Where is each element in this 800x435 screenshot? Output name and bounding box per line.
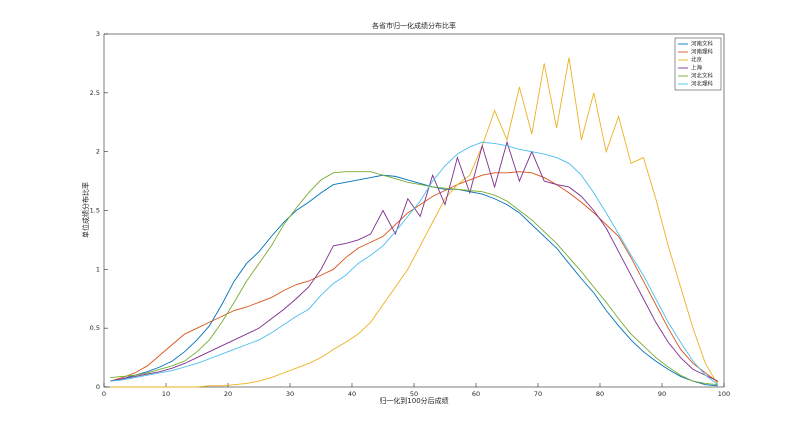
x-tick-label: 0 bbox=[102, 390, 106, 398]
x-tick-label: 30 bbox=[286, 390, 294, 398]
x-tick-label: 50 bbox=[410, 390, 418, 398]
legend-label: 河北文科 bbox=[691, 72, 714, 80]
x-tick-label: 90 bbox=[658, 390, 666, 398]
legend-label: 河北理科 bbox=[691, 80, 714, 88]
legend-label: 上海 bbox=[691, 64, 703, 72]
series-line bbox=[110, 171, 718, 386]
y-tick-label: 2 bbox=[96, 148, 100, 156]
x-tick-label: 60 bbox=[472, 390, 480, 398]
y-tick-label: 0.5 bbox=[90, 324, 100, 332]
x-tick-label: 40 bbox=[348, 390, 356, 398]
x-axis-label: 归一化到100分后成绩 bbox=[379, 396, 448, 405]
series-line bbox=[110, 57, 719, 388]
series-line bbox=[110, 174, 718, 387]
series-line bbox=[110, 141, 719, 386]
series-line bbox=[110, 140, 718, 382]
legend-box bbox=[674, 37, 722, 91]
x-tick-label: 100 bbox=[718, 390, 730, 398]
y-tick-label: 1 bbox=[96, 265, 100, 273]
y-tick-label: 1.5 bbox=[90, 207, 100, 215]
y-tick-label: 3 bbox=[96, 30, 100, 38]
legend-label: 北京 bbox=[691, 56, 703, 64]
y-tick-label: 2.5 bbox=[90, 89, 100, 97]
y-axis-label: 单位成绩分布比率 bbox=[81, 182, 90, 238]
x-tick-label: 80 bbox=[596, 390, 604, 398]
x-tick-label: 70 bbox=[534, 390, 542, 398]
legend-label: 河南理科 bbox=[691, 48, 714, 56]
x-tick-label: 10 bbox=[162, 390, 170, 398]
legend-label: 河南文科 bbox=[691, 40, 714, 48]
y-tick-label: 0 bbox=[96, 383, 100, 391]
x-tick-label: 20 bbox=[224, 390, 232, 398]
chart-title: 各省市归一化成绩分布比率 bbox=[372, 21, 456, 30]
